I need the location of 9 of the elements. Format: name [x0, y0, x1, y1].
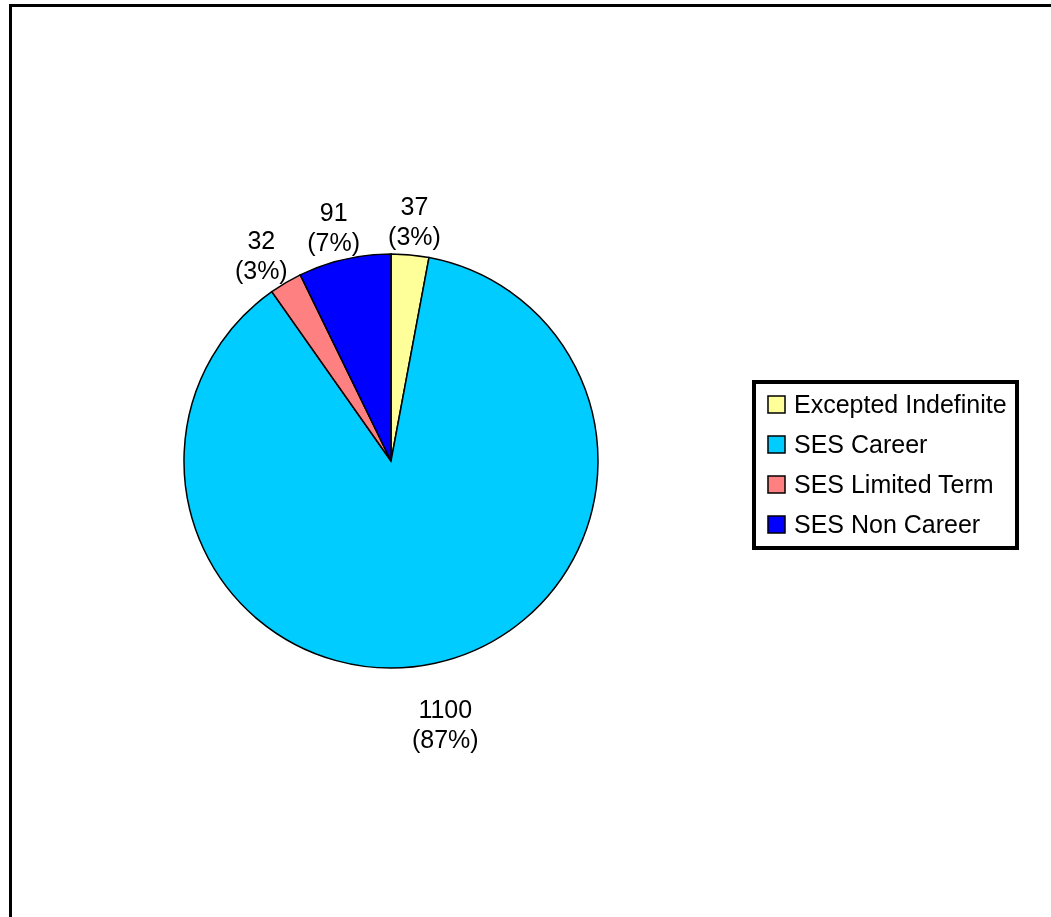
- data-label: 1100 (87%): [411, 695, 479, 754]
- legend-label: SES Non Career: [794, 509, 981, 538]
- pie-slice: [183, 256, 599, 669]
- data-label: 32 (3%): [234, 226, 288, 285]
- legend-label: Excepted Indefinite: [794, 389, 1007, 418]
- data-label: 91 (7%): [307, 197, 361, 256]
- legend-label: SES Career: [794, 429, 928, 458]
- data-label: 37 (3%): [388, 192, 441, 251]
- legend-label: SES Limited Term: [794, 469, 994, 498]
